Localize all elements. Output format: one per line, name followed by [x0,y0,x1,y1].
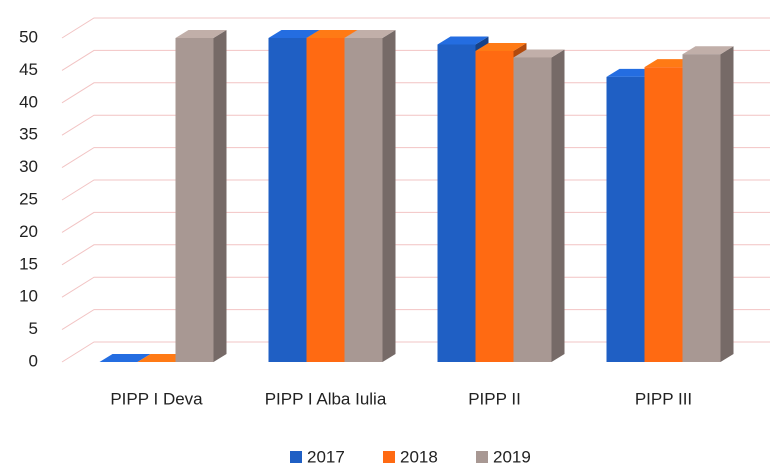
y-tick-label: 15 [19,254,38,273]
x-tick-label: PIPP II [468,389,521,408]
y-tick-label: 50 [19,27,38,46]
bar-top [306,30,358,38]
bar [644,67,683,362]
bar [175,38,214,362]
bar-top [175,30,227,38]
bar-top [99,354,151,362]
y-tick-label: 0 [29,351,38,370]
y-tick-label: 25 [19,189,38,208]
grid-line [61,17,770,39]
y-tick-label: 20 [19,222,38,241]
bar [344,38,383,362]
y-tick-label: 40 [19,92,38,111]
bar [306,38,345,362]
bar [606,76,645,362]
y-tick-label: 35 [19,125,38,144]
y-tick-label: 30 [19,157,38,176]
bar [268,38,307,362]
legend-swatch [476,451,488,463]
x-tick-label: PIPP I Alba Iulia [265,389,387,408]
bar [513,57,552,362]
x-tick-label: PIPP III [635,389,692,408]
bar-top [268,30,320,38]
y-tick-label: 10 [19,287,38,306]
legend-label: 2017 [307,447,345,466]
legend-swatch [290,451,302,463]
bar-top [513,49,565,58]
bar-top [682,46,734,55]
legend-swatch [383,451,395,463]
bar-side [551,49,565,362]
x-tick-label: PIPP I Deva [110,389,203,408]
legend-label: 2018 [400,447,438,466]
y-tick-label: 5 [29,319,38,338]
bar-top [437,36,489,45]
bar-side [382,30,396,362]
bar-side [720,46,734,362]
bar [475,50,514,363]
y-tick-label: 45 [19,60,38,79]
bar-side [213,30,227,362]
bar [682,54,721,362]
legend-label: 2019 [493,447,531,466]
bar [437,44,476,362]
bar-top [344,30,396,38]
bar-top [475,42,527,51]
